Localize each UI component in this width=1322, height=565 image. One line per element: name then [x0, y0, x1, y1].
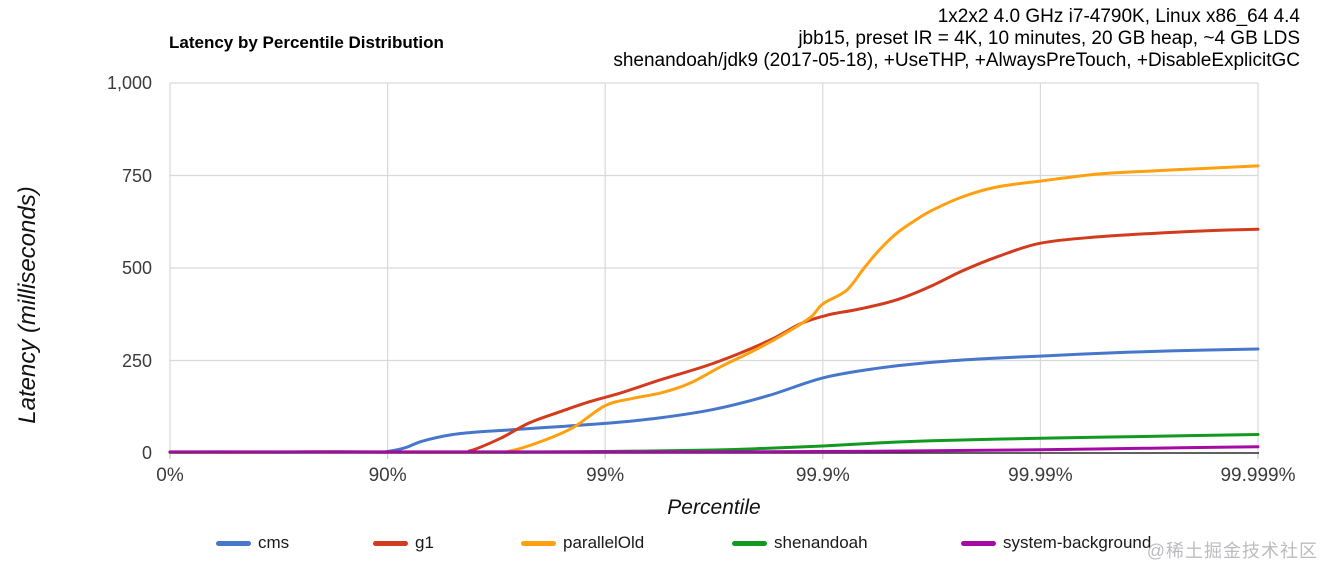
x-axis-title: Percentile: [667, 496, 761, 519]
legend-label-parallelOld: parallelOld: [563, 533, 645, 552]
y-tick-label: 1,000: [106, 73, 152, 93]
series-line-system-background: [168, 445, 1260, 454]
legend-swatch-shenandoah: [732, 541, 767, 546]
header-line-hardware: 1x2x2 4.0 GHz i7-4790K, Linux x86_64 4.4: [937, 6, 1300, 27]
y-axis-title: Latency (milliseconds): [14, 186, 41, 424]
x-tick-label: 90%: [368, 465, 407, 486]
legend-label-shenandoah: shenandoah: [774, 533, 868, 552]
chart-title: Latency by Percentile Distribution: [169, 33, 444, 52]
legend-swatch-parallelOld: [521, 541, 556, 546]
y-tick-label: 250: [121, 350, 152, 371]
x-tick-label: 99.99%: [1008, 465, 1073, 486]
x-tick-label: 99.999%: [1220, 465, 1296, 486]
series-line-parallelOld: [168, 164, 1260, 454]
legend-label-g1: g1: [415, 533, 434, 552]
legend-label-system-background: system-background: [1003, 533, 1152, 552]
header-info: 1x2x2 4.0 GHz i7-4790K, Linux x86_64 4.4…: [613, 6, 1300, 72]
legend-swatch-system-background: [961, 541, 996, 546]
x-tick-label: 99.9%: [795, 465, 850, 486]
series-line-g1: [168, 227, 1260, 454]
header-line-benchmark: jbb15, preset IR = 4K, 10 minutes, 20 GB…: [798, 28, 1300, 49]
x-tick-label: 0%: [156, 465, 184, 486]
legend-swatch-cms: [216, 541, 251, 546]
x-tick-label: 99%: [586, 465, 625, 486]
watermark-text: @稀土掘金技术社区: [1146, 541, 1318, 561]
legend-swatch-g1: [373, 541, 408, 546]
y-tick-label: 500: [121, 258, 152, 278]
legend-label-cms: cms: [258, 533, 290, 552]
header-line-jvm-flags: shenandoah/jdk9 (2017-05-18), +UseTHP, +…: [613, 50, 1300, 71]
y-tick-label: 750: [121, 165, 152, 186]
y-tick-label: 0: [141, 443, 152, 463]
